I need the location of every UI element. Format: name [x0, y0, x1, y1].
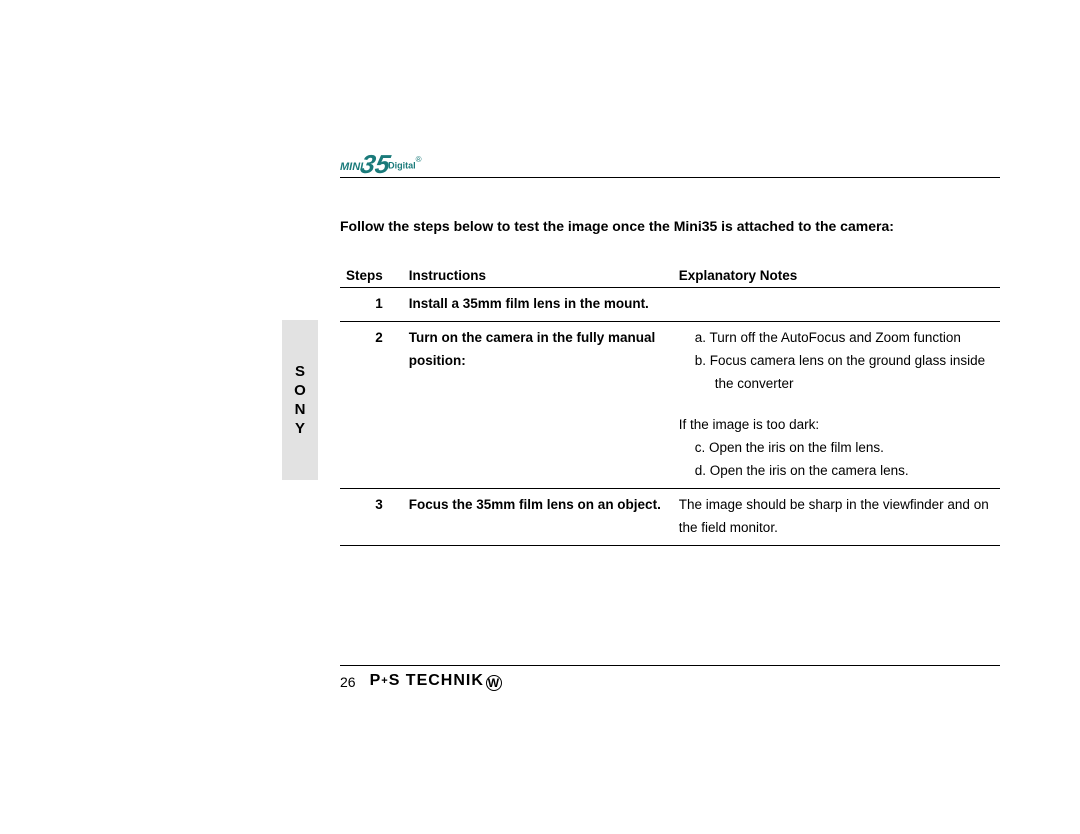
- step-notes: a. Turn off the AutoFocus and Zoom funct…: [673, 322, 1000, 489]
- note-line: b. Focus camera lens on the ground glass…: [679, 350, 994, 396]
- note-line: c. Open the iris on the film lens.: [679, 437, 994, 460]
- header-logo: MINI 35 Digital®: [340, 155, 1000, 178]
- step-instruction: Turn on the camera in the fully manual p…: [403, 322, 673, 489]
- logo-digital: Digital: [388, 160, 416, 170]
- side-tab-letter: S: [295, 363, 305, 380]
- side-tab-letter: Y: [295, 420, 305, 437]
- step-notes: [673, 288, 1000, 322]
- step-number: 2: [340, 322, 403, 489]
- step-number: 1: [340, 288, 403, 322]
- intro-text: Follow the steps below to test the image…: [340, 218, 1000, 234]
- logo-35: 35: [360, 155, 392, 173]
- note-line: The image should be sharp in the viewfin…: [679, 494, 994, 540]
- step-instruction: Focus the 35mm film lens on an object.: [403, 488, 673, 545]
- side-tab-sony: S O N Y: [282, 320, 318, 480]
- note-line: a. Turn off the AutoFocus and Zoom funct…: [679, 327, 994, 350]
- footer-brand: P+S TECHNIKW: [370, 672, 502, 691]
- step-number: 3: [340, 488, 403, 545]
- note-line: d. Open the iris on the camera lens.: [679, 460, 994, 483]
- page-number: 26: [340, 674, 356, 690]
- page-footer: 26 P+S TECHNIKW: [340, 665, 1000, 691]
- steps-table: Steps Instructions Explanatory Notes 1In…: [340, 264, 1000, 545]
- col-steps: Steps: [340, 264, 403, 288]
- table-row: 2Turn on the camera in the fully manual …: [340, 322, 1000, 489]
- brand-symbol-icon: W: [486, 675, 502, 691]
- table-row: 1Install a 35mm film lens in the mount.: [340, 288, 1000, 322]
- side-tab-letter: O: [294, 382, 306, 399]
- page-content: MINI 35 Digital® Follow the steps below …: [340, 155, 1040, 546]
- logo-registered: ®: [416, 155, 422, 164]
- step-notes: The image should be sharp in the viewfin…: [673, 488, 1000, 545]
- col-notes: Explanatory Notes: [673, 264, 1000, 288]
- note-line: If the image is too dark:: [679, 414, 994, 437]
- side-tab-letter: N: [295, 401, 306, 418]
- step-instruction: Install a 35mm film lens in the mount.: [403, 288, 673, 322]
- col-instructions: Instructions: [403, 264, 673, 288]
- table-row: 3Focus the 35mm film lens on an object.T…: [340, 488, 1000, 545]
